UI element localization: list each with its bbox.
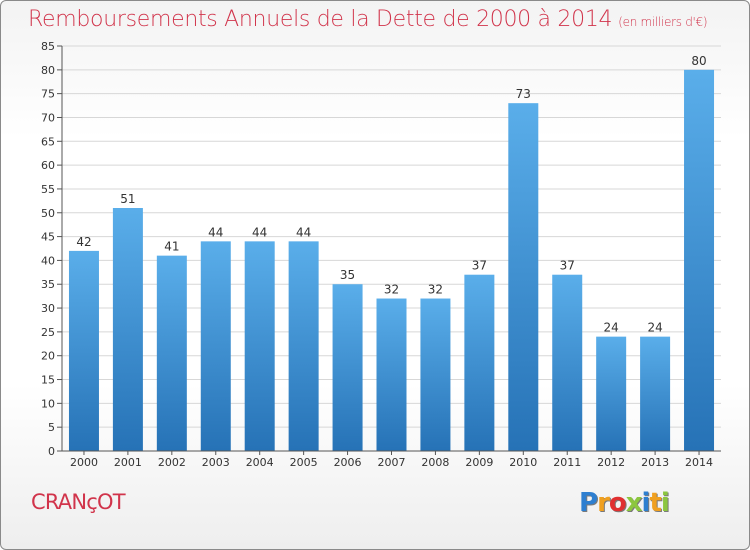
logo-letter: r [597, 488, 610, 518]
x-tick-label: 2007 [378, 456, 406, 469]
bar-value-label: 41 [164, 240, 179, 254]
bar [68, 250, 99, 451]
chart-subtitle: (en milliers d'€) [618, 15, 708, 29]
y-tick-label: 15 [41, 374, 55, 387]
logo-letter: o [608, 488, 627, 518]
bar [552, 274, 583, 451]
logo-letter: i [641, 488, 651, 518]
y-tick-label: 80 [41, 64, 55, 77]
bar [596, 336, 627, 451]
bar-value-label: 32 [384, 283, 399, 297]
x-tick-label: 2002 [158, 456, 186, 469]
logo-letter: i [660, 488, 670, 518]
logo-letter: P [579, 488, 598, 518]
bar-value-label: 44 [208, 225, 223, 239]
x-tick-label: 2006 [334, 456, 362, 469]
bar [420, 298, 451, 451]
x-tick-label: 2011 [553, 456, 581, 469]
y-tick-label: 65 [41, 135, 55, 148]
axes [57, 45, 721, 455]
x-tick-label: 2014 [685, 456, 713, 469]
y-tick-label: 40 [41, 254, 55, 267]
bar-value-label: 42 [76, 235, 91, 249]
y-tick-label: 85 [41, 40, 55, 53]
bar [684, 69, 715, 451]
bar [156, 255, 187, 451]
bar-value-label: 24 [604, 321, 619, 335]
y-tick-label: 70 [41, 111, 55, 124]
y-tick-label: 30 [41, 302, 55, 315]
y-tick-label: 75 [41, 88, 55, 101]
y-tick-label: 20 [41, 350, 55, 363]
chart-title: Remboursements Annuels de la Dette de 20… [28, 7, 708, 32]
y-tick-label: 50 [41, 207, 55, 220]
bar [332, 284, 363, 451]
x-tick-label: 2010 [509, 456, 537, 469]
x-tick-label: 2008 [421, 456, 449, 469]
bar [200, 241, 231, 451]
x-tick-label: 2012 [597, 456, 625, 469]
logo-letter: x [625, 488, 643, 518]
logo-letter: t [649, 488, 661, 518]
bars [68, 69, 715, 452]
labels: 0 5 10 15 20 25 30 35 40 45 50 55 60 65 70 75 80 85 42 2000… [41, 40, 713, 469]
x-tick-label: 2005 [290, 456, 318, 469]
proxiti-logo[interactable]: Proxiti [579, 488, 670, 518]
bar [288, 241, 319, 451]
bar-value-label: 24 [647, 321, 662, 335]
x-tick-label: 2009 [465, 456, 493, 469]
y-tick-label: 10 [41, 397, 55, 410]
bar-value-label: 35 [340, 268, 355, 282]
y-tick-label: 25 [41, 326, 55, 339]
y-tick-label: 0 [48, 445, 55, 458]
bar-value-label: 32 [428, 283, 443, 297]
bar [244, 241, 275, 451]
bar [464, 274, 495, 451]
chart-title-text: Remboursements Annuels de la Dette de 20… [28, 7, 613, 32]
y-tick-label: 45 [41, 231, 55, 244]
place-name: CRANçOT [31, 490, 126, 514]
bar-value-label: 44 [252, 225, 267, 239]
bar [376, 298, 407, 451]
x-tick-label: 2001 [114, 456, 142, 469]
bar-value-label: 73 [516, 87, 531, 101]
bar [508, 103, 539, 452]
y-tick-label: 5 [48, 421, 55, 434]
bar-value-label: 37 [472, 259, 487, 273]
bar-value-label: 37 [560, 259, 575, 273]
bar [640, 336, 671, 451]
bar-value-label: 51 [120, 192, 135, 206]
x-tick-label: 2004 [246, 456, 274, 469]
x-tick-label: 2000 [70, 456, 98, 469]
y-tick-label: 60 [41, 159, 55, 172]
x-tick-label: 2003 [202, 456, 230, 469]
bar-value-label: 44 [296, 225, 311, 239]
x-tick-label: 2013 [641, 456, 669, 469]
bar [112, 208, 143, 451]
y-tick-label: 55 [41, 183, 55, 196]
bar-value-label: 80 [691, 54, 706, 68]
y-tick-label: 35 [41, 278, 55, 291]
